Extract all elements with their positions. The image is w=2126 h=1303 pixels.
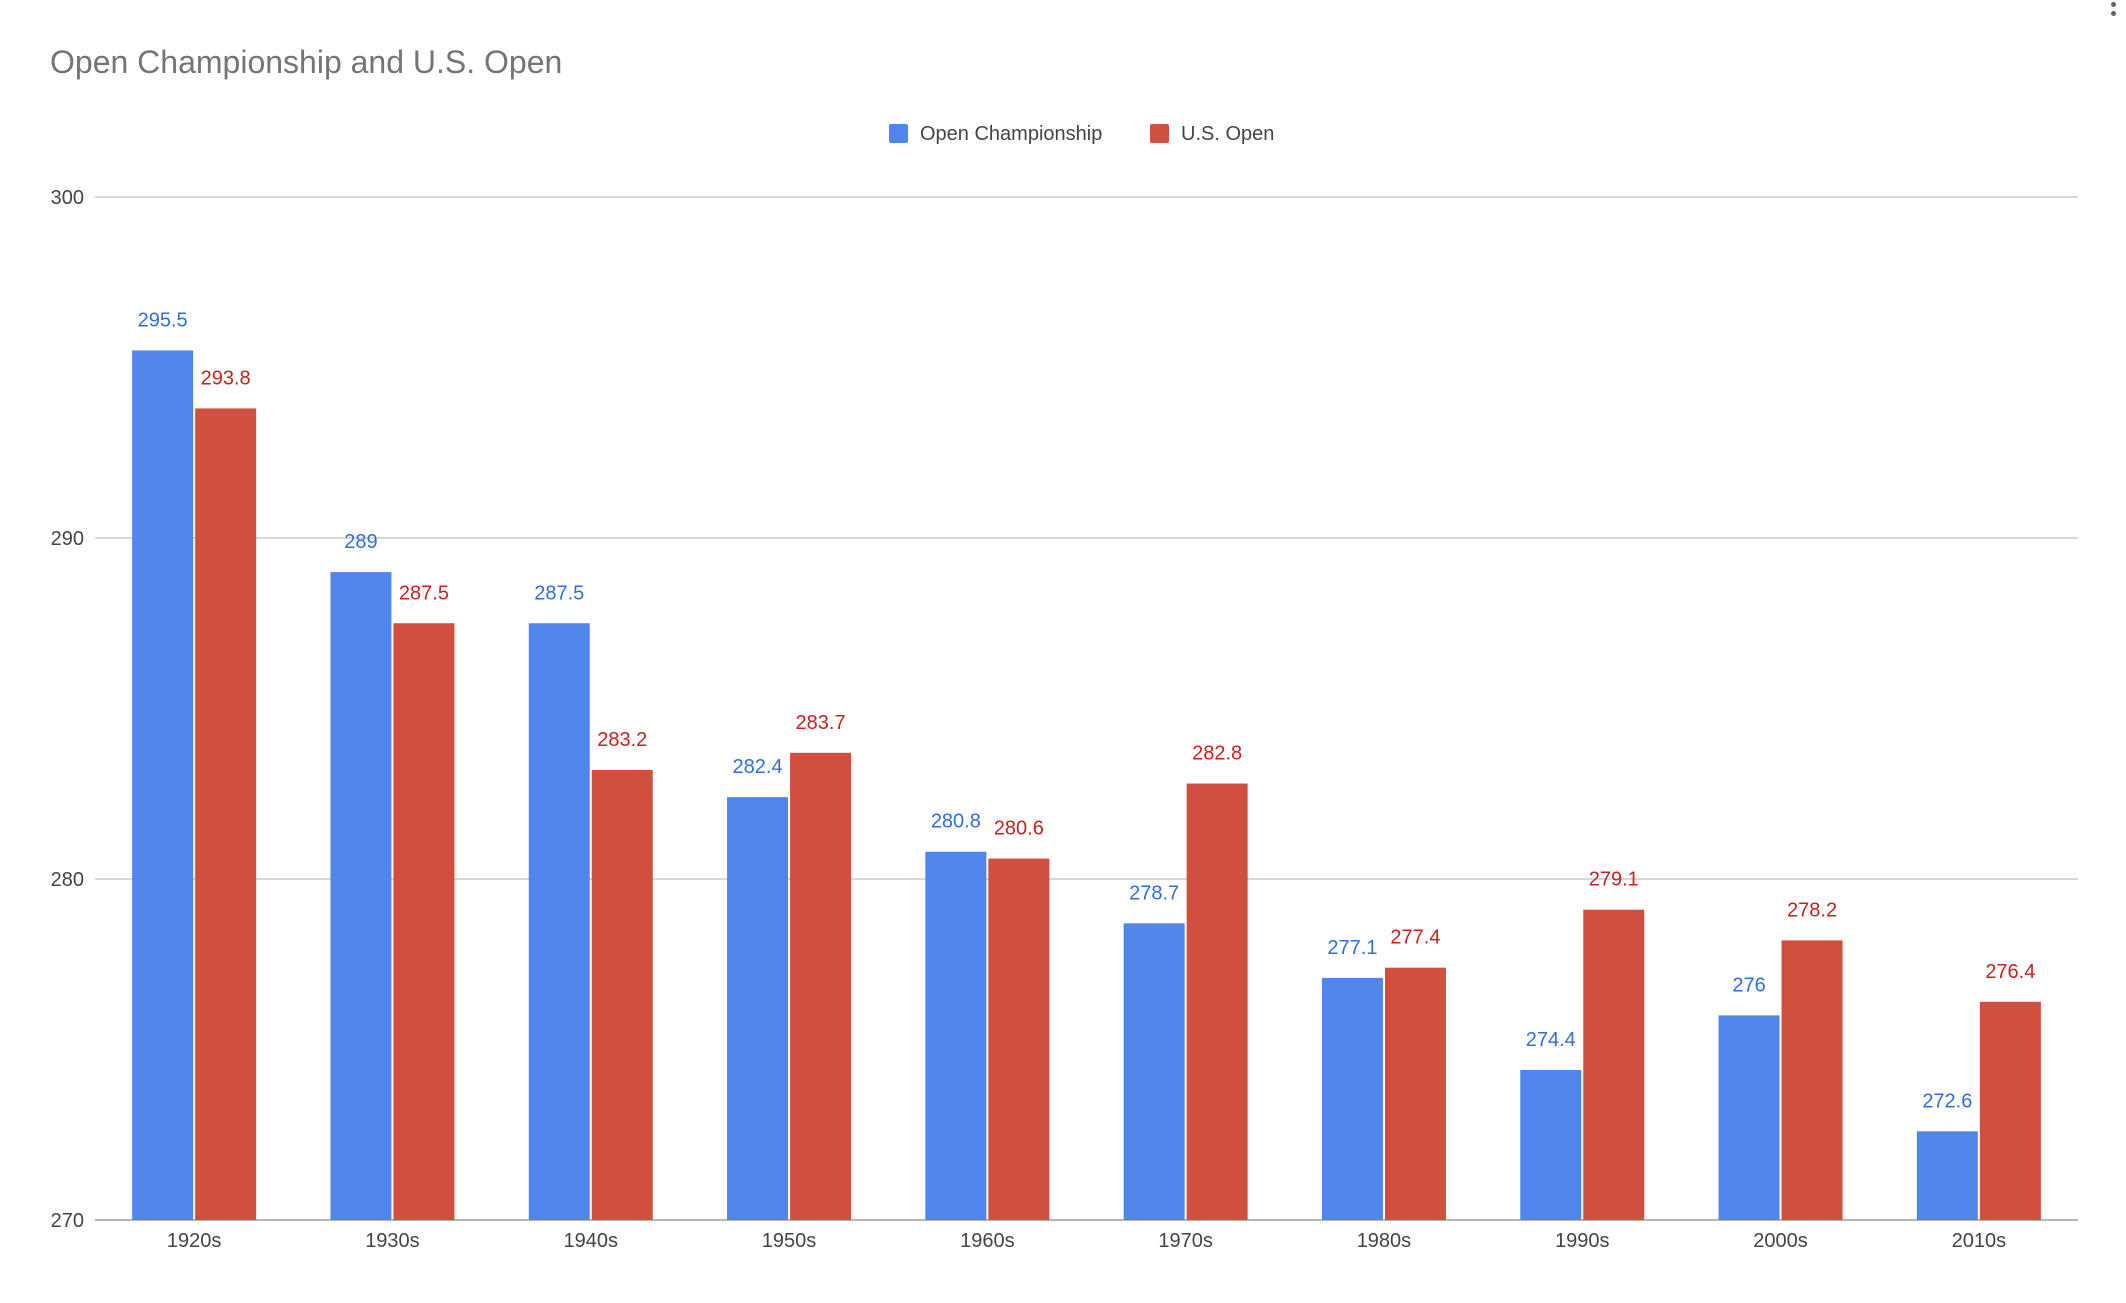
- bar-us-open[interactable]: [988, 858, 1050, 1220]
- bar-open-championship[interactable]: [1321, 977, 1383, 1220]
- bar-open-championship[interactable]: [528, 623, 590, 1220]
- bar-us-open[interactable]: [195, 408, 257, 1220]
- bar-open-championship[interactable]: [1123, 923, 1185, 1220]
- y-axis: 270 280 290 300: [51, 187, 84, 1232]
- menu-dot: [2110, 2, 2116, 7]
- bar-open-championship[interactable]: [925, 851, 987, 1220]
- x-tick-label: 1970s: [1158, 1230, 1213, 1252]
- data-label: 274.4: [1526, 1029, 1576, 1051]
- legend-swatch: [889, 124, 908, 143]
- bar-open-championship[interactable]: [330, 572, 392, 1220]
- data-label: 282.8: [1192, 743, 1242, 765]
- x-tick-label: 1940s: [564, 1230, 619, 1252]
- data-label: 276: [1732, 974, 1765, 996]
- bar-open-championship[interactable]: [727, 797, 789, 1220]
- data-label: 287.5: [534, 582, 584, 604]
- data-label: 282.4: [733, 756, 783, 778]
- y-tick-label: 290: [51, 528, 84, 550]
- bar-us-open[interactable]: [393, 623, 455, 1220]
- bar-us-open[interactable]: [1583, 909, 1645, 1220]
- data-label: 277.1: [1327, 937, 1377, 959]
- bar-us-open[interactable]: [1979, 1001, 2041, 1220]
- bar-us-open[interactable]: [1384, 967, 1446, 1220]
- legend-item[interactable]: Open Championship: [889, 123, 1102, 145]
- data-label: 280.8: [931, 811, 981, 833]
- bar-open-championship[interactable]: [1916, 1131, 1978, 1220]
- legend-label: U.S. Open: [1181, 123, 1274, 145]
- x-tick-label: 2010s: [1952, 1230, 2007, 1252]
- legend-swatch: [1150, 124, 1169, 143]
- data-label: 277.4: [1390, 927, 1440, 949]
- data-label: 279.1: [1589, 869, 1639, 891]
- data-label: 276.4: [1985, 961, 2035, 983]
- y-tick-label: 270: [51, 1210, 84, 1232]
- chart-title: Open Championship and U.S. Open: [50, 44, 562, 80]
- bar-open-championship[interactable]: [1520, 1069, 1582, 1220]
- data-label: 283.7: [796, 712, 846, 734]
- bar-open-championship[interactable]: [132, 350, 194, 1220]
- bar-open-championship[interactable]: [1718, 1015, 1780, 1220]
- data-label: 283.2: [597, 729, 647, 751]
- x-tick-label: 1960s: [960, 1230, 1015, 1252]
- legend-item[interactable]: U.S. Open: [1150, 123, 1274, 145]
- y-tick-label: 300: [51, 187, 84, 209]
- x-tick-label: 1950s: [762, 1230, 817, 1252]
- x-tick-label: 1980s: [1357, 1230, 1412, 1252]
- x-tick-label: 2000s: [1753, 1230, 1808, 1252]
- bar-us-open[interactable]: [790, 752, 852, 1220]
- data-label: 272.6: [1922, 1090, 1972, 1112]
- x-tick-label: 1920s: [167, 1230, 222, 1252]
- x-tick-label: 1990s: [1555, 1230, 1610, 1252]
- y-tick-label: 280: [51, 869, 84, 891]
- data-labels: 295.5 293.8 289 287.5 287.5 283.2 282.4 283.7 28…: [138, 309, 2036, 1112]
- legend-label: Open Championship: [920, 123, 1102, 145]
- data-label: 293.8: [201, 367, 251, 389]
- data-label: 295.5: [138, 309, 188, 331]
- data-label: 278.7: [1129, 882, 1179, 904]
- legend[interactable]: Open Championship U.S. Open: [889, 123, 1274, 145]
- data-label: 287.5: [399, 582, 449, 604]
- x-tick-label: 1930s: [365, 1230, 420, 1252]
- bars: [132, 350, 2041, 1220]
- data-label: 280.6: [994, 818, 1044, 840]
- gridlines: [95, 196, 2078, 1221]
- x-axis: 1920s 1930s 1940s 1950s 1960s 1970s 1980s 1990s…: [167, 1230, 2006, 1252]
- more-vert-icon[interactable]: [2106, 0, 2120, 24]
- data-label: 278.2: [1787, 899, 1837, 921]
- bar-us-open[interactable]: [1186, 783, 1248, 1220]
- data-label: 289: [344, 531, 377, 553]
- bar-us-open[interactable]: [1781, 940, 1843, 1220]
- menu-dot: [2110, 11, 2116, 16]
- bar-us-open[interactable]: [591, 769, 653, 1220]
